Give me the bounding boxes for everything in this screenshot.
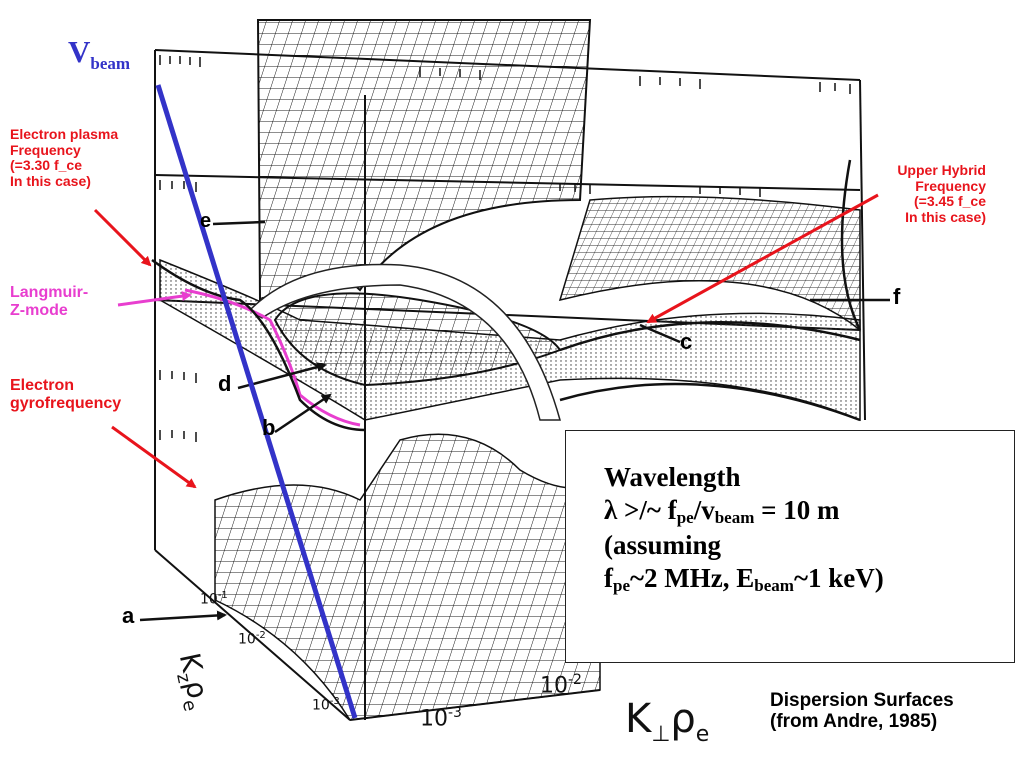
plasma-curve (151, 258, 366, 432)
kz-tick-1: 10-1 (200, 590, 228, 608)
kperp-axis-label: K⊥ρe (625, 696, 709, 747)
kperp-tick-2: 10-2 (540, 672, 582, 698)
panel-l2-sub2: beam (714, 507, 755, 527)
panel-l2-c: = 10 m (754, 494, 840, 525)
kperp-tick-1-base: 10 (420, 706, 448, 732)
kperp-tick-2-base: 10 (540, 673, 568, 699)
letter-leaders (139, 220, 890, 622)
letter-c: c (680, 329, 693, 354)
langmuir-label: Langmuir- Z-mode (10, 284, 88, 320)
kz-tick-3-base: 10 (312, 697, 330, 714)
annotation-arrows (93, 193, 879, 489)
kperp-axis-rho: ρ (670, 696, 696, 742)
kz-tick-1-exp: -1 (217, 590, 228, 601)
gyrofrequency-label: Electron gyrofrequency (10, 377, 121, 413)
upper-hybrid-label: Upper Hybrid Frequency (=3.45 f_ce In th… (868, 162, 986, 226)
kz-tick-3: 10-3 (312, 696, 340, 714)
panel-l4-sub2: beam (754, 575, 794, 595)
white-cut-band (248, 263, 561, 421)
panel-l4-b: ~2 MHz, E (630, 562, 755, 593)
gyro-line-2: gyrofrequency (10, 394, 122, 412)
upper-hybrid-line-1: Upper Hybrid (897, 162, 986, 178)
kperp-tick-1: 10-3 (420, 705, 462, 731)
beam-label-main: V (68, 34, 91, 69)
kz-tick-2: 10-2 (238, 630, 266, 648)
langmuir-arrow (117, 291, 192, 307)
kperp-tick-2-exp: -2 (568, 672, 582, 688)
kperp-tick-1-exp: -3 (448, 705, 462, 721)
letter-b: b (262, 415, 276, 440)
kz-tick-2-exp: -2 (255, 630, 266, 641)
leader-a (139, 610, 227, 622)
leader-e (212, 220, 266, 226)
letter-f: f (893, 284, 901, 309)
beam-label-sub: beam (90, 54, 131, 74)
plasma-line-4: In this case) (10, 173, 91, 190)
kperp-axis-k: K (625, 696, 652, 742)
kz-tick-3-exp: -3 (329, 696, 340, 707)
panel-l2-a: λ >/~ f (604, 494, 677, 525)
panel-line-1: Wavelength (604, 462, 741, 492)
panel-l4-c: ~1 keV) (793, 562, 884, 593)
letter-d: d (218, 371, 232, 396)
beam-velocity-line (155, 84, 358, 719)
letter-a: a (122, 603, 135, 628)
plasma-line-3: (=3.30 f_ce (10, 157, 82, 174)
upper-hybrid-arrow (646, 193, 879, 324)
gyro-line-1: Electron (10, 377, 75, 394)
leader-b (274, 393, 332, 434)
kperp-axis-sub: ⊥ (651, 722, 671, 747)
panel-l2-sub1: pe (676, 507, 694, 527)
right-curves (559, 159, 862, 422)
plasma-frequency-label: Electron plasma Frequency (=3.30 f_ce In… (10, 126, 119, 190)
upper-hybrid-line-3: (=3.45 f_ce (914, 193, 986, 210)
langmuir-line-1: Langmuir- (10, 284, 89, 301)
upper-hybrid-line-4: In this case) (905, 209, 986, 226)
wavelength-panel: Wavelength λ >/~ fpe/vbeam = 10 m (assum… (565, 430, 1015, 663)
caption-line-2: (from Andre, 1985) (770, 711, 938, 733)
panel-l4-sub1: pe (613, 575, 630, 595)
upper-funnel-surface (256, 19, 592, 302)
langmuir-line-2: Z-mode (10, 301, 68, 319)
panel-l4-a: f (604, 562, 613, 593)
gyro-arrow (111, 425, 197, 489)
panel-line-3: (assuming (604, 529, 722, 560)
caption-line-1: Dispersion Surfaces (770, 690, 954, 711)
panel-line-2: λ >/~ fpe/vbeam = 10 m (604, 494, 1014, 529)
panel-l2-b: /v (693, 494, 715, 525)
plasma-line-2: Frequency (10, 141, 81, 158)
kperp-axis-rho-sub: e (695, 722, 710, 747)
panel-line-4: fpe~2 MHz, Ebeam~1 keV) (604, 562, 1014, 597)
kz-tick-1-base: 10 (200, 591, 218, 608)
figure-caption: Dispersion Surfaces (from Andre, 1985) (770, 690, 954, 733)
lower-surface (214, 433, 601, 721)
leader-c (639, 323, 681, 344)
plasma-line-1: Electron plasma (10, 126, 119, 142)
upper-right-sheet (558, 195, 861, 332)
letter-e: e (200, 210, 212, 232)
beam-label: Vbeam (68, 34, 131, 74)
kz-tick-2-base: 10 (238, 631, 256, 648)
plasma-arrow (93, 208, 152, 267)
upper-hybrid-line-2: Frequency (915, 177, 986, 194)
langmuir-z-mode-curve (184, 288, 361, 427)
